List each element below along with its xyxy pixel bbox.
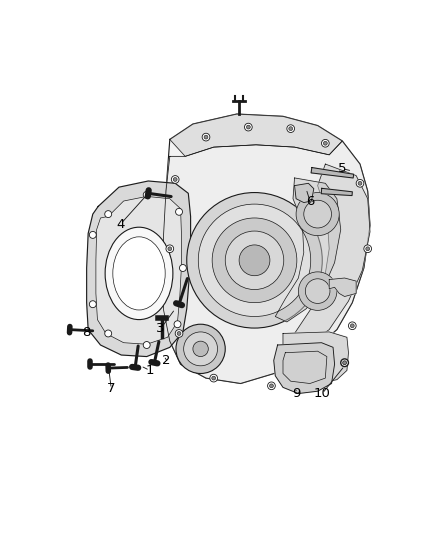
Circle shape [180, 264, 186, 271]
Polygon shape [321, 188, 352, 196]
Circle shape [343, 361, 346, 365]
Circle shape [173, 177, 177, 181]
Text: 1: 1 [145, 364, 154, 377]
Circle shape [366, 247, 370, 251]
Circle shape [204, 135, 208, 139]
Circle shape [289, 127, 293, 131]
Circle shape [198, 204, 311, 317]
Circle shape [184, 332, 218, 366]
Circle shape [177, 332, 181, 335]
Text: 4: 4 [117, 217, 125, 231]
Polygon shape [274, 343, 335, 393]
Circle shape [305, 279, 330, 303]
Circle shape [89, 301, 96, 308]
Circle shape [105, 211, 112, 217]
Text: 9: 9 [292, 387, 300, 400]
Text: 7: 7 [107, 382, 116, 395]
Text: 2: 2 [162, 354, 171, 367]
Polygon shape [294, 183, 314, 203]
Circle shape [298, 272, 337, 310]
Polygon shape [311, 167, 354, 178]
Circle shape [304, 200, 332, 228]
Circle shape [323, 141, 327, 145]
Circle shape [143, 191, 150, 198]
Circle shape [210, 374, 218, 382]
Circle shape [287, 125, 294, 133]
Circle shape [296, 192, 339, 236]
Polygon shape [283, 332, 349, 384]
Circle shape [244, 123, 252, 131]
Circle shape [356, 180, 364, 187]
Circle shape [202, 133, 210, 141]
Circle shape [193, 341, 208, 357]
Circle shape [269, 384, 273, 387]
Text: 5: 5 [338, 162, 346, 175]
Circle shape [225, 231, 284, 289]
Circle shape [176, 208, 183, 215]
Ellipse shape [113, 237, 165, 310]
Circle shape [364, 245, 371, 253]
Polygon shape [162, 141, 370, 384]
Circle shape [268, 382, 276, 390]
Polygon shape [294, 164, 370, 349]
Polygon shape [162, 114, 370, 384]
Text: 6: 6 [306, 195, 314, 207]
Polygon shape [276, 178, 341, 322]
Circle shape [174, 321, 181, 328]
Circle shape [212, 218, 297, 303]
Circle shape [358, 181, 362, 185]
Circle shape [349, 322, 356, 329]
Circle shape [176, 324, 225, 374]
Text: 8: 8 [82, 326, 91, 339]
Polygon shape [96, 196, 181, 344]
Circle shape [341, 359, 349, 367]
Text: 10: 10 [314, 387, 331, 400]
Circle shape [168, 247, 172, 251]
Circle shape [143, 342, 150, 349]
Polygon shape [170, 114, 342, 156]
Circle shape [247, 125, 250, 129]
Polygon shape [329, 278, 356, 296]
Circle shape [89, 231, 96, 238]
Circle shape [187, 192, 322, 328]
Circle shape [105, 330, 112, 337]
Circle shape [175, 329, 183, 337]
Circle shape [212, 376, 215, 380]
Text: 3: 3 [156, 322, 165, 335]
Circle shape [350, 324, 354, 328]
Circle shape [166, 245, 173, 253]
Circle shape [171, 175, 179, 183]
Ellipse shape [105, 227, 173, 320]
Circle shape [239, 245, 270, 276]
Circle shape [321, 140, 329, 147]
Polygon shape [87, 181, 191, 357]
